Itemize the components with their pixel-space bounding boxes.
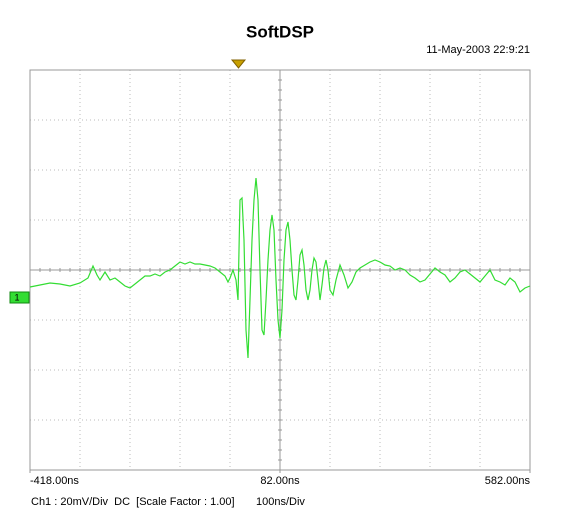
x-tick-label: 82.00ns [260, 475, 300, 487]
channel-label: 1 [14, 292, 19, 302]
timestamp: 11-May-2003 22:9:21 [426, 44, 530, 56]
x-tick-label: -418.00ns [30, 475, 79, 487]
channel-info: Ch1 : 20mV/Div DC [Scale Factor : 1.00] [31, 496, 235, 508]
channel-marker [9, 291, 30, 304]
timebase: 100ns/Div [256, 496, 305, 508]
chart-title: SoftDSP [246, 22, 314, 41]
x-tick-label: 582.00ns [485, 475, 531, 487]
trigger-marker [230, 59, 247, 69]
waveform [29, 177, 531, 359]
